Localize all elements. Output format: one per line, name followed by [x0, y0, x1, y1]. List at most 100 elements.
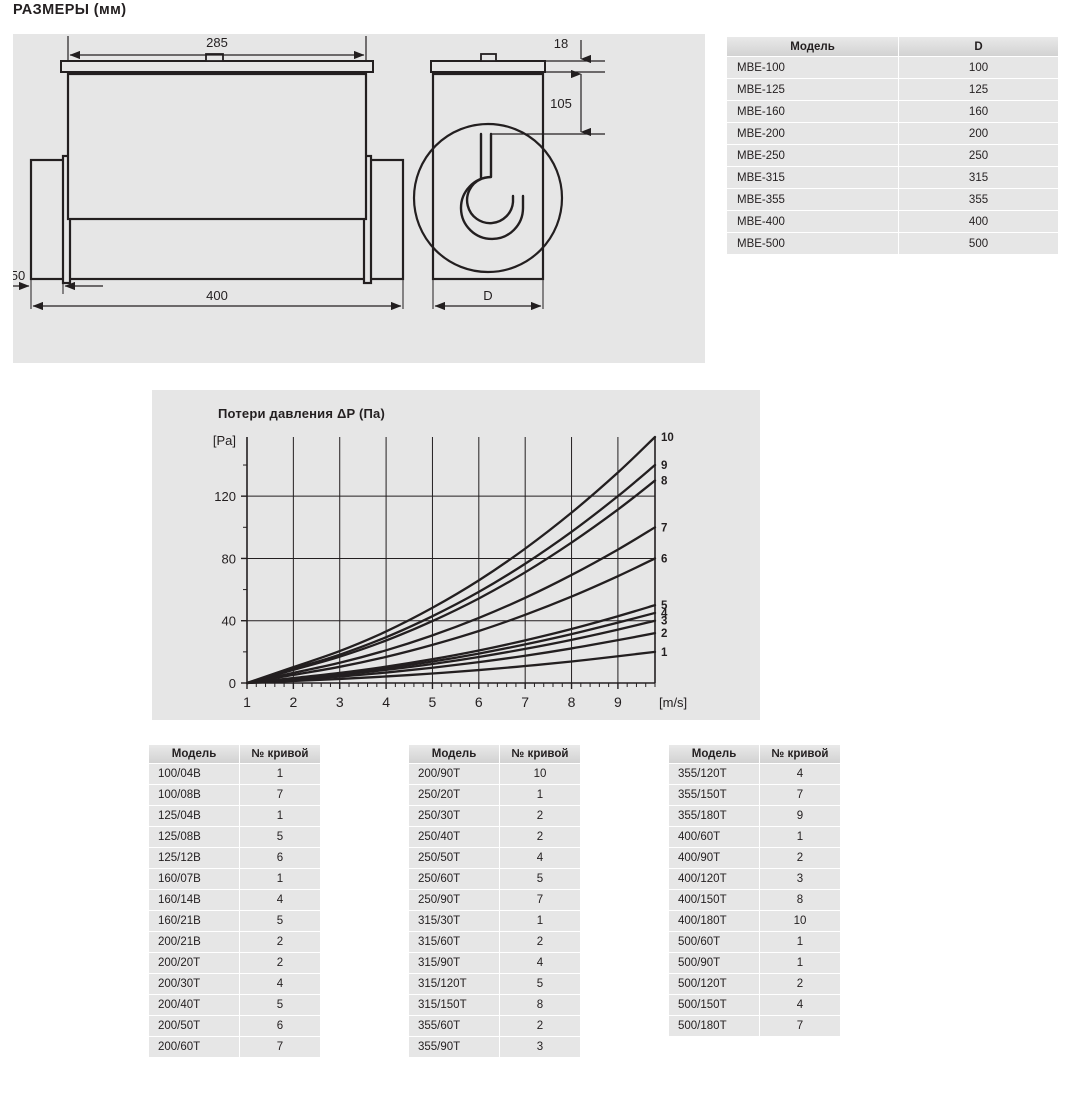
chart-x-tick-label: 5	[429, 694, 437, 710]
dimension-drawing: 285 50 400	[13, 35, 605, 311]
table-row: 500/90Т 1	[669, 953, 840, 973]
table-row: 200/60Т 7	[149, 1037, 320, 1057]
table-row: 315/30Т 1	[409, 911, 580, 931]
model-cell: MBE-315	[727, 167, 899, 188]
table-row: MBE-315 315	[727, 167, 1058, 188]
dim-50-label: 50	[13, 268, 25, 283]
table-row: MBE-200 200	[727, 123, 1058, 144]
curve-number-cell: 2	[760, 848, 840, 868]
table-row: MBE-250 250	[727, 145, 1058, 166]
table-row: 355/180Т 9	[669, 806, 840, 826]
curve-number-cell: 10	[500, 764, 580, 784]
curve-number-cell: 1	[760, 953, 840, 973]
model-cell: 100/04В	[149, 764, 239, 784]
chart-curve-10	[245, 435, 657, 685]
model-cell: 500/150Т	[669, 995, 759, 1015]
dim-extension-lines	[30, 279, 404, 309]
chart-x-tick-label: 2	[289, 694, 297, 710]
model-cell: 200/60Т	[149, 1037, 239, 1057]
curve-number-cell: 4	[760, 764, 840, 784]
curve-number-cell: 2	[500, 806, 580, 826]
model-cell: 400/60Т	[669, 827, 759, 847]
diameter-cell: 355	[899, 189, 1058, 210]
side-view-lid	[430, 60, 546, 73]
curve-number-cell: 1	[240, 764, 320, 784]
model-cell: 200/90Т	[409, 764, 499, 784]
chart-curve-label-1: 1	[661, 647, 668, 659]
table-row: 315/90Т 4	[409, 953, 580, 973]
chart-curve-label-10: 10	[661, 432, 674, 444]
curve-number-cell: 6	[240, 848, 320, 868]
model-cell: 500/180Т	[669, 1016, 759, 1036]
chart-x-tick-label: 9	[614, 694, 622, 710]
curve-number-cell: 1	[240, 806, 320, 826]
curve-number-cell: 5	[500, 869, 580, 889]
table-row: 250/30Т 2	[409, 806, 580, 826]
dim-D-label: D	[483, 288, 492, 303]
side-view-duct-circle	[412, 122, 564, 274]
curve-number-cell: 4	[500, 953, 580, 973]
dim-105-label: 105	[550, 96, 572, 111]
table-row: 250/20Т 1	[409, 785, 580, 805]
model-cell: 500/90Т	[669, 953, 759, 973]
curve-number-cell: 10	[760, 911, 840, 931]
table-row: 315/120Т 5	[409, 974, 580, 994]
curve-number-cell: 5	[240, 827, 320, 847]
side-view-lid-knob	[480, 53, 497, 62]
model-table-header-d: D	[899, 37, 1058, 56]
curve-number-cell: 2	[500, 1016, 580, 1036]
table-row: 200/20Т 2	[149, 953, 320, 973]
chart-curve-5	[245, 604, 657, 685]
table-row: 200/21В 2	[149, 932, 320, 952]
model-cell: MBE-160	[727, 101, 899, 122]
model-cell: 400/120Т	[669, 869, 759, 889]
model-cell: 315/60Т	[409, 932, 499, 952]
table-row: 250/40Т 2	[409, 827, 580, 847]
model-cell: 315/120Т	[409, 974, 499, 994]
curve-table-3-header-model: Модель	[669, 745, 759, 763]
table-row: 100/04В 1	[149, 764, 320, 784]
table-row: 125/04В 1	[149, 806, 320, 826]
model-cell: 250/50Т	[409, 848, 499, 868]
model-cell: 250/40Т	[409, 827, 499, 847]
chart-y-tick-label: 40	[222, 614, 236, 629]
chart-title: Потери давления ΔP (Па)	[218, 406, 385, 421]
curve-number-cell: 4	[760, 995, 840, 1015]
chart-curve-label-4: 4	[661, 608, 668, 620]
curve-table-1: Модель № кривой 100/04В 1 100/08В 7 125/04В 1…	[148, 744, 321, 1058]
curve-number-cell: 7	[500, 890, 580, 910]
curve-number-cell: 5	[240, 911, 320, 931]
chart-curve-2	[245, 632, 657, 685]
curve-number-cell: 4	[500, 848, 580, 868]
curve-number-cell: 2	[500, 827, 580, 847]
model-cell: 400/90Т	[669, 848, 759, 868]
table-header-row: Модель № кривой	[669, 745, 840, 763]
curve-number-cell: 7	[240, 785, 320, 805]
diameter-cell: 200	[899, 123, 1058, 144]
chart-x-tick-label: 7	[521, 694, 529, 710]
model-cell: MBE-200	[727, 123, 899, 144]
curve-number-cell: 2	[500, 932, 580, 952]
chart-y-tick-label: 80	[222, 551, 236, 566]
curve-number-cell: 8	[760, 890, 840, 910]
model-cell: 200/40Т	[149, 995, 239, 1015]
chart-curve-label-8: 8	[661, 476, 668, 488]
table-row: 355/90Т 3	[409, 1037, 580, 1057]
diameter-cell: 160	[899, 101, 1058, 122]
curve-table-3-body: 355/120Т 4 355/150Т 7 355/180Т 9 400/60Т 1 400/9…	[669, 764, 840, 1036]
curve-number-cell: 7	[760, 785, 840, 805]
model-table-body: MBE-100 100 MBE-125 125 MBE-160 160 MBE-200 200…	[727, 57, 1058, 254]
model-cell: 355/180Т	[669, 806, 759, 826]
table-row: 250/50Т 4	[409, 848, 580, 868]
model-diameter-table: Модель D MBE-100 100 MBE-125 125 MBE-160 160 M…	[726, 36, 1059, 255]
curve-number-cell: 3	[760, 869, 840, 889]
model-cell: 200/30Т	[149, 974, 239, 994]
curve-number-cell: 6	[240, 1016, 320, 1036]
curve-number-cell: 2	[760, 974, 840, 994]
diameter-cell: 500	[899, 233, 1058, 254]
table-row: MBE-125 125	[727, 79, 1058, 100]
model-cell: 400/150Т	[669, 890, 759, 910]
curve-table-2-header-curve: № кривой	[500, 745, 580, 763]
model-cell: MBE-250	[727, 145, 899, 166]
curve-table-1-header-model: Модель	[149, 745, 239, 763]
